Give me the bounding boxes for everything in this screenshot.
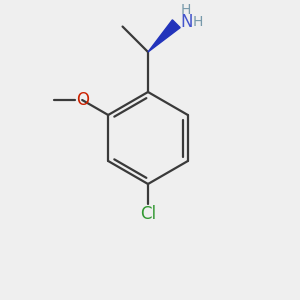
Text: H: H [181,3,191,17]
Text: H: H [193,15,203,29]
Text: N: N [180,13,193,31]
Text: O: O [76,91,89,109]
Text: Cl: Cl [140,205,156,223]
Polygon shape [148,20,180,52]
